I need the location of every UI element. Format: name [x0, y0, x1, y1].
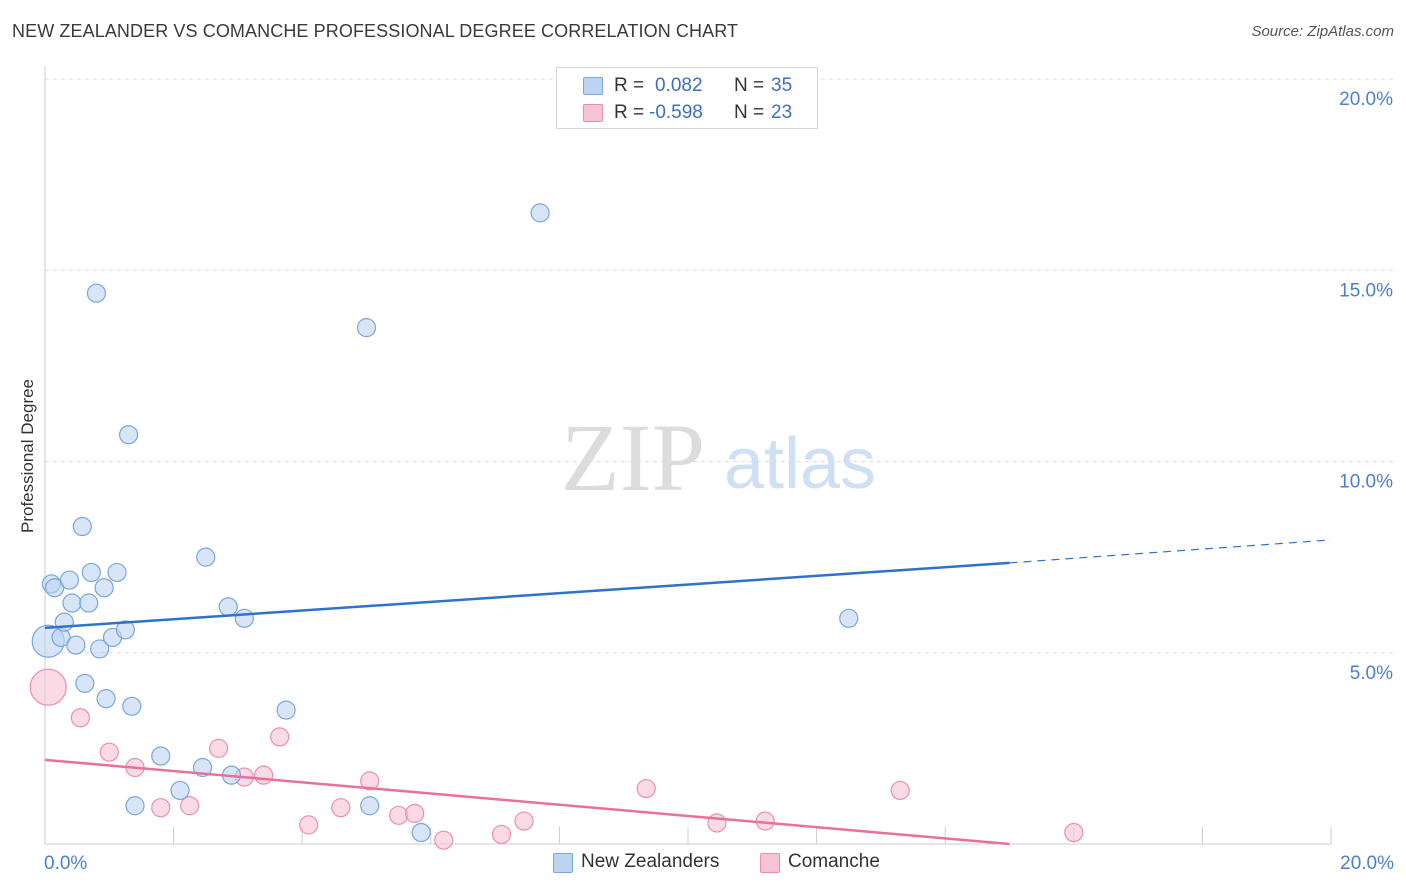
comanche-point [890, 780, 910, 801]
comanche-point [360, 771, 380, 791]
comanche-point [331, 798, 351, 818]
legend-swatch-pink [583, 104, 603, 122]
watermark: ZIP atlas [561, 404, 876, 511]
new-zealanders-point [151, 746, 171, 766]
bottom-legend-swatch-pink [760, 853, 780, 873]
new-zealanders-point [170, 780, 190, 801]
bottom-legend-swatch-blue [553, 853, 573, 873]
new-zealanders-point [72, 516, 92, 537]
axes [44, 66, 1332, 845]
new-zealanders-point [54, 612, 74, 632]
comanche-point [514, 811, 534, 831]
new-zealanders-point [59, 570, 80, 590]
comanche-point [389, 805, 409, 825]
new-zealanders-point [356, 318, 377, 338]
comanche-point [254, 765, 274, 785]
comanche-point [636, 778, 656, 799]
legend-r-label: R = [614, 102, 645, 123]
new-zealanders-point [94, 578, 114, 598]
legend-n-label: N = [734, 102, 765, 123]
y-tick-label: 15.0% [1339, 280, 1393, 301]
comanche-point [299, 815, 319, 835]
chart-title: NEW ZEALANDER VS COMANCHE PROFESSIONAL D… [12, 21, 739, 41]
new-zealanders-point [530, 203, 550, 223]
bottom-legend-label: New Zealanders [581, 851, 720, 872]
watermark-zip: ZIP [561, 404, 705, 511]
new-zealanders-point [118, 425, 139, 445]
comanche-point [405, 803, 425, 824]
new-zealanders-point [125, 796, 145, 816]
new-zealanders-trend-extension [1009, 539, 1332, 564]
trend-lines [44, 539, 1332, 846]
source-attribution: Source: ZipAtlas.com [1251, 23, 1394, 40]
comanche-point [270, 727, 290, 747]
legend-swatch-blue [583, 77, 603, 95]
new-zealanders-point [360, 796, 380, 816]
data-points [29, 203, 1084, 850]
new-zealanders-point [107, 562, 127, 583]
legend-r-label: R = [614, 75, 645, 96]
new-zealanders-point [75, 673, 95, 693]
comanche-point [99, 742, 119, 762]
comanche-point [29, 668, 67, 706]
new-zealanders-point [115, 620, 135, 640]
new-zealanders-point [234, 608, 254, 628]
correlation-legend: R = 0.082 N = 35 R = -0.598 N = 23 [556, 67, 818, 129]
legend-r-value: -0.598 [649, 102, 703, 123]
new-zealanders-point [66, 635, 86, 655]
watermark-atlas: atlas [724, 424, 876, 504]
new-zealanders-point [81, 562, 101, 583]
new-zealanders-point [122, 696, 142, 716]
legend-r-value: 0.082 [655, 75, 703, 96]
x-tick-label: 0.0% [44, 853, 87, 874]
new-zealanders-point [79, 593, 99, 613]
comanche-point [70, 708, 90, 728]
comanche-point [1064, 822, 1084, 843]
bottom-legend-label: Comanche [788, 851, 880, 872]
y-tick-label: 5.0% [1350, 663, 1393, 684]
legend-n-value: 23 [771, 102, 793, 123]
new-zealanders-point [62, 593, 82, 613]
x-tick-label: 20.0% [1340, 853, 1394, 874]
y-tick-label: 10.0% [1339, 472, 1393, 493]
comanche-point [707, 813, 727, 833]
tick-labels: 5.0% 10.0% 15.0% 20.0% 0.0% 20.0% [44, 89, 1394, 874]
comanche-point [491, 824, 512, 845]
new-zealanders-point [96, 689, 116, 709]
comanche-point [180, 796, 200, 816]
legend-n-value: 35 [771, 75, 793, 96]
new-zealanders-point [86, 283, 107, 303]
new-zealanders-point [411, 822, 431, 843]
gridlines [45, 78, 1393, 654]
new-zealanders-trend-line [44, 561, 1010, 630]
new-zealanders-point [90, 639, 110, 659]
new-zealanders-point [218, 597, 238, 617]
new-zealanders-point [839, 608, 859, 628]
comanche-trend-line [44, 758, 1010, 846]
new-zealanders-point [276, 700, 296, 720]
comanche-point [151, 798, 171, 818]
y-tick-label: 20.0% [1339, 89, 1393, 110]
legend-n-label: N = [734, 75, 765, 96]
new-zealanders-point [196, 547, 216, 567]
comanche-point [434, 830, 454, 850]
comanche-point [209, 738, 229, 758]
